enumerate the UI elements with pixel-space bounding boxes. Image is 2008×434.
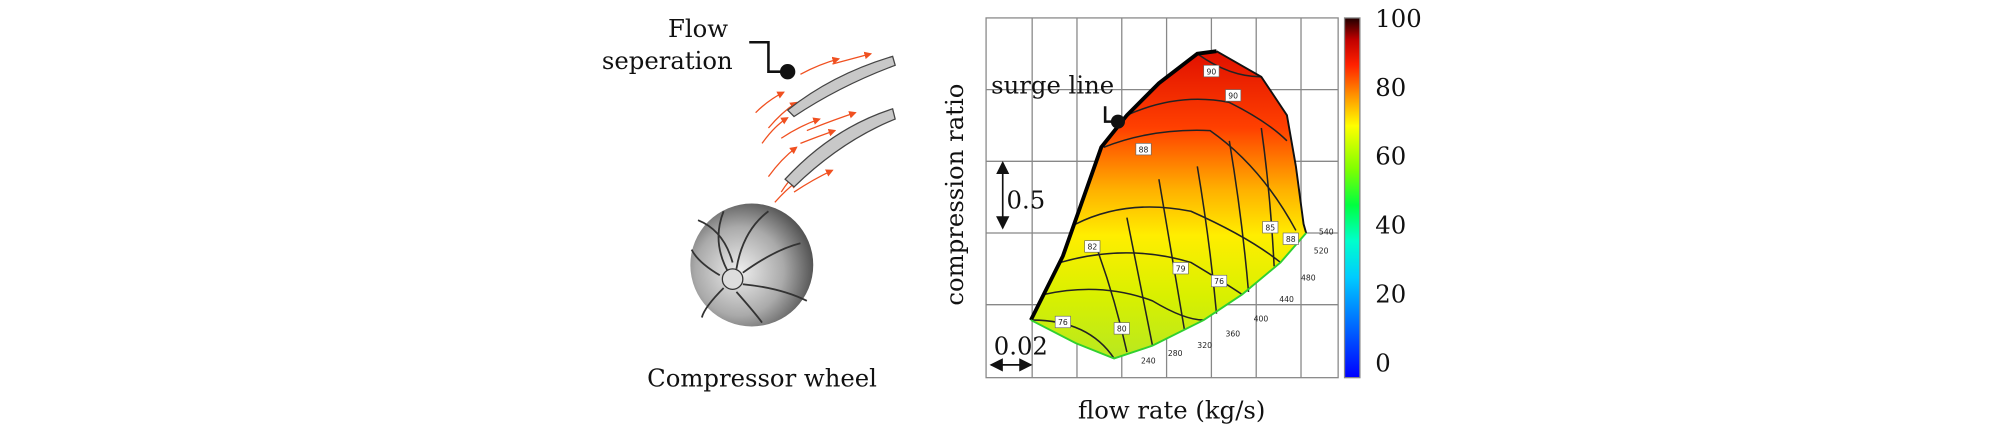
leader-line xyxy=(1103,106,1113,123)
scale-label: 0.5 xyxy=(1007,186,1046,215)
marker-dot xyxy=(779,64,796,80)
surge-line xyxy=(1029,49,1217,321)
efficiency-label: 76 xyxy=(1214,277,1224,286)
label-box xyxy=(1262,221,1279,234)
label-box xyxy=(1084,240,1101,253)
colorbar-ticks: 100 80 60 40 20 0 xyxy=(1375,4,1421,377)
label-box xyxy=(1135,143,1152,156)
label-box xyxy=(1054,315,1071,329)
compressor-wheel xyxy=(690,203,814,327)
colorbar-tick-label: 100 xyxy=(1375,4,1421,33)
annotation: seperation xyxy=(602,46,733,75)
efficiency-label: 82 xyxy=(1087,243,1097,252)
leader-line xyxy=(749,40,784,73)
colorbar xyxy=(1343,17,1361,379)
efficiency-label: 88 xyxy=(1139,145,1149,154)
speed-label: 520 xyxy=(1314,246,1329,255)
annotation: surge line xyxy=(991,70,1114,99)
annotation: Flow xyxy=(668,14,728,43)
map-boundary xyxy=(1030,232,1307,360)
colorbar-tick-label: 0 xyxy=(1375,348,1390,377)
colorbar-tick-label: 60 xyxy=(1375,142,1406,171)
blade xyxy=(786,55,896,118)
label-box xyxy=(1113,322,1130,335)
efficiency-label: 80 xyxy=(1117,325,1127,334)
blade xyxy=(784,108,896,188)
label-box xyxy=(1203,64,1220,78)
colorbar-tick-label: 20 xyxy=(1375,279,1406,308)
marker-dot xyxy=(1110,114,1125,129)
wheel-blades xyxy=(690,210,808,324)
efficiency-label: 90 xyxy=(1207,67,1217,76)
efficiency-label: 79 xyxy=(1176,264,1186,273)
efficiency-label: 76 xyxy=(1058,318,1068,327)
label-box xyxy=(1172,262,1189,275)
y-axis-label: compression ratio xyxy=(940,84,969,306)
speed-label: 280 xyxy=(1168,349,1183,358)
map-labels: 90 90 88 85 88 82 79 76 76 80 240 280 320 360 400 440 48… xyxy=(1054,64,1334,366)
x-axis-label: flow rate (kg/s) xyxy=(1078,396,1265,425)
efficiency-label: 90 xyxy=(1228,92,1238,101)
efficiency-map xyxy=(1030,51,1307,359)
speed-label: 440 xyxy=(1279,295,1294,304)
speed-label: 480 xyxy=(1301,273,1316,282)
colorbar-tick-label: 80 xyxy=(1375,73,1406,102)
speed-label: 400 xyxy=(1254,314,1269,323)
speed-label: 360 xyxy=(1225,330,1240,339)
caption: Compressor wheel xyxy=(647,364,877,393)
speed-label: 240 xyxy=(1141,357,1156,366)
efficiency-label: 85 xyxy=(1265,223,1275,232)
scale-label: 0.02 xyxy=(994,332,1048,361)
speed-label: 540 xyxy=(1319,227,1334,236)
speed-label: 320 xyxy=(1197,341,1212,350)
colorbar-tick-label: 40 xyxy=(1375,211,1406,240)
choke-line xyxy=(1216,50,1308,234)
efficiency-label: 88 xyxy=(1286,235,1296,244)
label-box xyxy=(1282,232,1299,245)
label-box xyxy=(1211,274,1228,288)
contour-lines xyxy=(1032,53,1297,359)
wheel-hub xyxy=(721,268,744,290)
label-box xyxy=(1225,89,1242,102)
